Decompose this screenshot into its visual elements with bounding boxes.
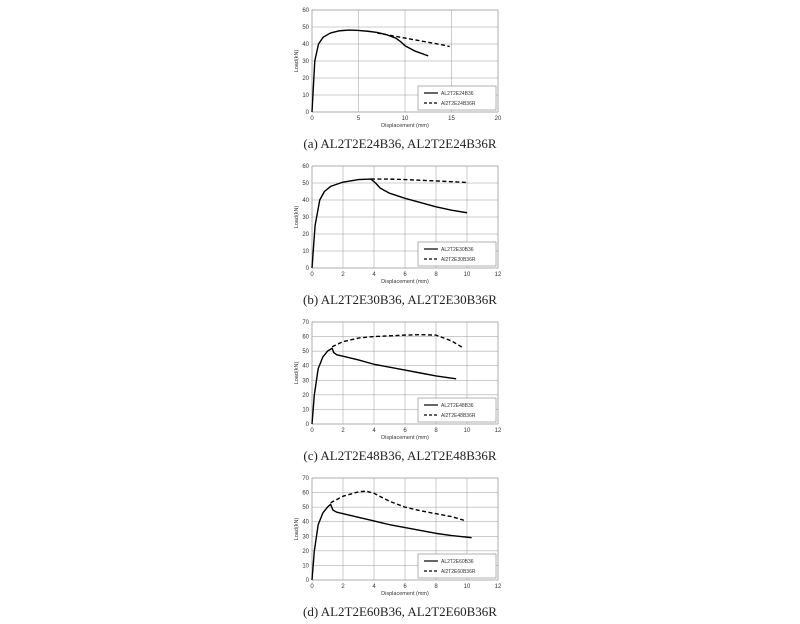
y-axis-label: Load(kN) (294, 518, 300, 541)
x-tick-label: 8 (434, 428, 438, 434)
legend-label: Al2T2E24B36R (441, 101, 476, 107)
x-tick-label: 2 (341, 272, 345, 278)
y-axis-label: Load(kN) (294, 50, 300, 73)
x-tick-label: 10 (464, 584, 471, 590)
y-tick-label: 40 (302, 42, 309, 48)
legend-label: Al2T2E48B36R (441, 413, 476, 419)
x-axis-label: Displacement (mm) (381, 279, 429, 285)
legend-box (417, 241, 497, 267)
x-tick-label: 15 (448, 116, 455, 122)
x-tick-label: 2 (341, 428, 345, 434)
legend-box (417, 85, 497, 111)
y-tick-label: 30 (302, 59, 309, 65)
y-tick-label: 0 (306, 422, 310, 428)
x-tick-label: 6 (403, 584, 407, 590)
x-tick-label: 12 (495, 584, 502, 590)
y-tick-label: 10 (302, 407, 309, 413)
legend-label: Al2T2E60B36R (441, 569, 476, 575)
x-tick-label: 0 (310, 272, 314, 278)
x-tick-label: 4 (372, 428, 376, 434)
legend-label: AL2T2E60B36 (441, 559, 474, 565)
y-tick-label: 50 (302, 349, 309, 355)
y-tick-label: 60 (302, 335, 309, 341)
x-tick-label: 12 (495, 272, 502, 278)
x-axis-label: Displacement (mm) (381, 435, 429, 441)
y-tick-label: 10 (302, 563, 309, 569)
series-line-dashed (331, 333, 465, 349)
y-tick-label: 40 (302, 364, 309, 370)
legend-label: AL2T2E48B36 (441, 403, 474, 409)
x-tick-label: 0 (310, 116, 314, 122)
y-tick-label: 20 (302, 393, 309, 399)
caption-a: (a) AL2T2E24B36, AL2T2E24B36R (303, 136, 497, 151)
legend-box (417, 397, 497, 423)
chart-d: 0 10 20 30 40 50 60 70 0 2 4 6 8 10 12 Displacement (mm… (294, 476, 502, 597)
y-tick-label: 60 (302, 164, 309, 170)
y-axis-label: Load(kN) (294, 362, 300, 385)
x-tick-label: 8 (434, 584, 438, 590)
y-tick-label: 0 (306, 110, 310, 116)
y-tick-label: 10 (302, 249, 309, 255)
y-tick-label: 40 (302, 520, 309, 526)
y-tick-label: 10 (302, 93, 309, 99)
x-axis-label: Displacement (mm) (381, 591, 429, 597)
chart-b: 0 10 20 30 40 50 60 0 2 4 6 8 10 12 Displacement (mm) L… (294, 164, 502, 285)
chart-c: 0 10 20 30 40 50 60 70 0 2 4 6 8 10 12 Displacement (mm… (294, 320, 502, 441)
legend-label: AL2T2E24B36 (441, 91, 474, 97)
series-line-solid (311, 178, 468, 269)
y-tick-label: 0 (306, 266, 310, 272)
y-tick-label: 20 (302, 76, 309, 82)
legend-label: AL2T2E30B36 (441, 247, 474, 253)
y-tick-label: 40 (302, 198, 309, 204)
x-tick-label: 0 (310, 428, 314, 434)
x-tick-label: 2 (341, 584, 345, 590)
x-tick-label: 10 (464, 272, 471, 278)
x-tick-label: 10 (402, 116, 409, 122)
caption-c: (c) AL2T2E48B36, AL2T2E48B36R (303, 448, 497, 463)
legend-box (417, 553, 497, 579)
x-tick-label: 5 (357, 116, 361, 122)
x-tick-label: 12 (495, 428, 502, 434)
y-tick-label: 60 (302, 8, 309, 14)
series-line-dashed (370, 178, 468, 184)
y-axis-label: Load(kN) (294, 206, 300, 229)
chart-panel-a: 0 10 20 30 40 50 60 0 5 10 15 20 Displacement (mm) Lo… (0, 0, 800, 156)
legend-label: Al2T2E30B36R (441, 257, 476, 263)
series-line-solid (311, 347, 457, 425)
chart-panel-c: 0 10 20 30 40 50 60 70 0 2 4 6 8 10 12 Displacement (mm… (0, 312, 800, 468)
chart-a: 0 10 20 30 40 50 60 0 5 10 15 20 Displacement (mm) Lo… (294, 8, 502, 129)
caption-d: (d) AL2T2E60B36, AL2T2E60B36R (303, 604, 497, 619)
y-tick-label: 20 (302, 549, 309, 555)
series-line-solid (311, 29, 429, 113)
series-line-solid (311, 503, 472, 581)
y-tick-label: 30 (302, 215, 309, 221)
x-tick-label: 6 (403, 428, 407, 434)
y-tick-label: 70 (302, 476, 309, 482)
chart-panel-d: 0 10 20 30 40 50 60 70 0 2 4 6 8 10 12 Displacement (mm… (0, 468, 800, 624)
caption-b: (b) AL2T2E30B36, AL2T2E30B36R (303, 292, 497, 307)
x-tick-label: 4 (372, 584, 376, 590)
x-tick-label: 6 (403, 272, 407, 278)
x-tick-label: 0 (310, 584, 314, 590)
y-tick-label: 0 (306, 578, 310, 584)
y-tick-label: 50 (302, 505, 309, 511)
y-tick-label: 70 (302, 320, 309, 326)
y-tick-label: 20 (302, 232, 309, 238)
chart-panel-b: 0 10 20 30 40 50 60 0 2 4 6 8 10 12 Displacement (mm) L… (0, 156, 800, 312)
y-tick-label: 60 (302, 491, 309, 497)
x-tick-label: 20 (495, 116, 502, 122)
x-tick-label: 10 (464, 428, 471, 434)
x-tick-label: 4 (372, 272, 376, 278)
y-tick-label: 30 (302, 534, 309, 540)
y-tick-label: 50 (302, 181, 309, 187)
y-tick-label: 30 (302, 378, 309, 384)
x-axis-label: Displacement (mm) (381, 123, 429, 129)
y-tick-label: 50 (302, 25, 309, 31)
x-tick-label: 8 (434, 272, 438, 278)
